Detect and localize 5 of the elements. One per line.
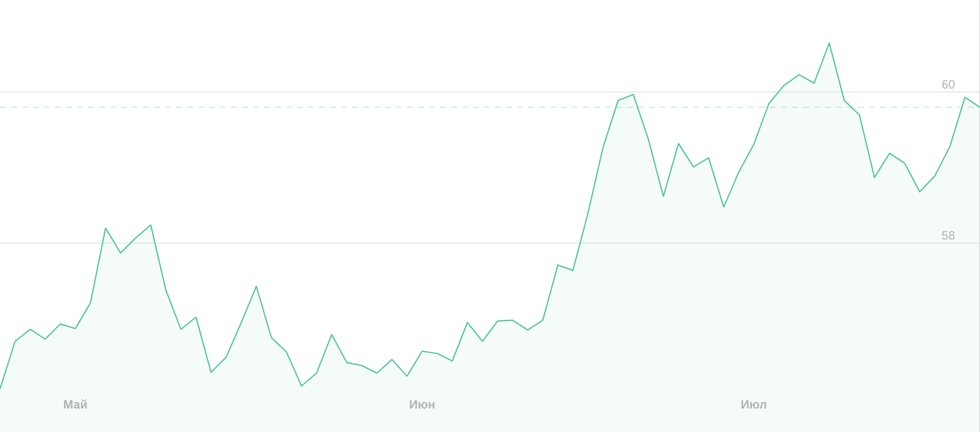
x-tick-label: Июл: [740, 397, 767, 412]
x-tick-label: Июн: [409, 397, 436, 412]
y-tick-label: 58: [942, 228, 956, 242]
x-tick-label: Май: [63, 397, 88, 412]
y-tick-label: 60: [942, 77, 956, 92]
